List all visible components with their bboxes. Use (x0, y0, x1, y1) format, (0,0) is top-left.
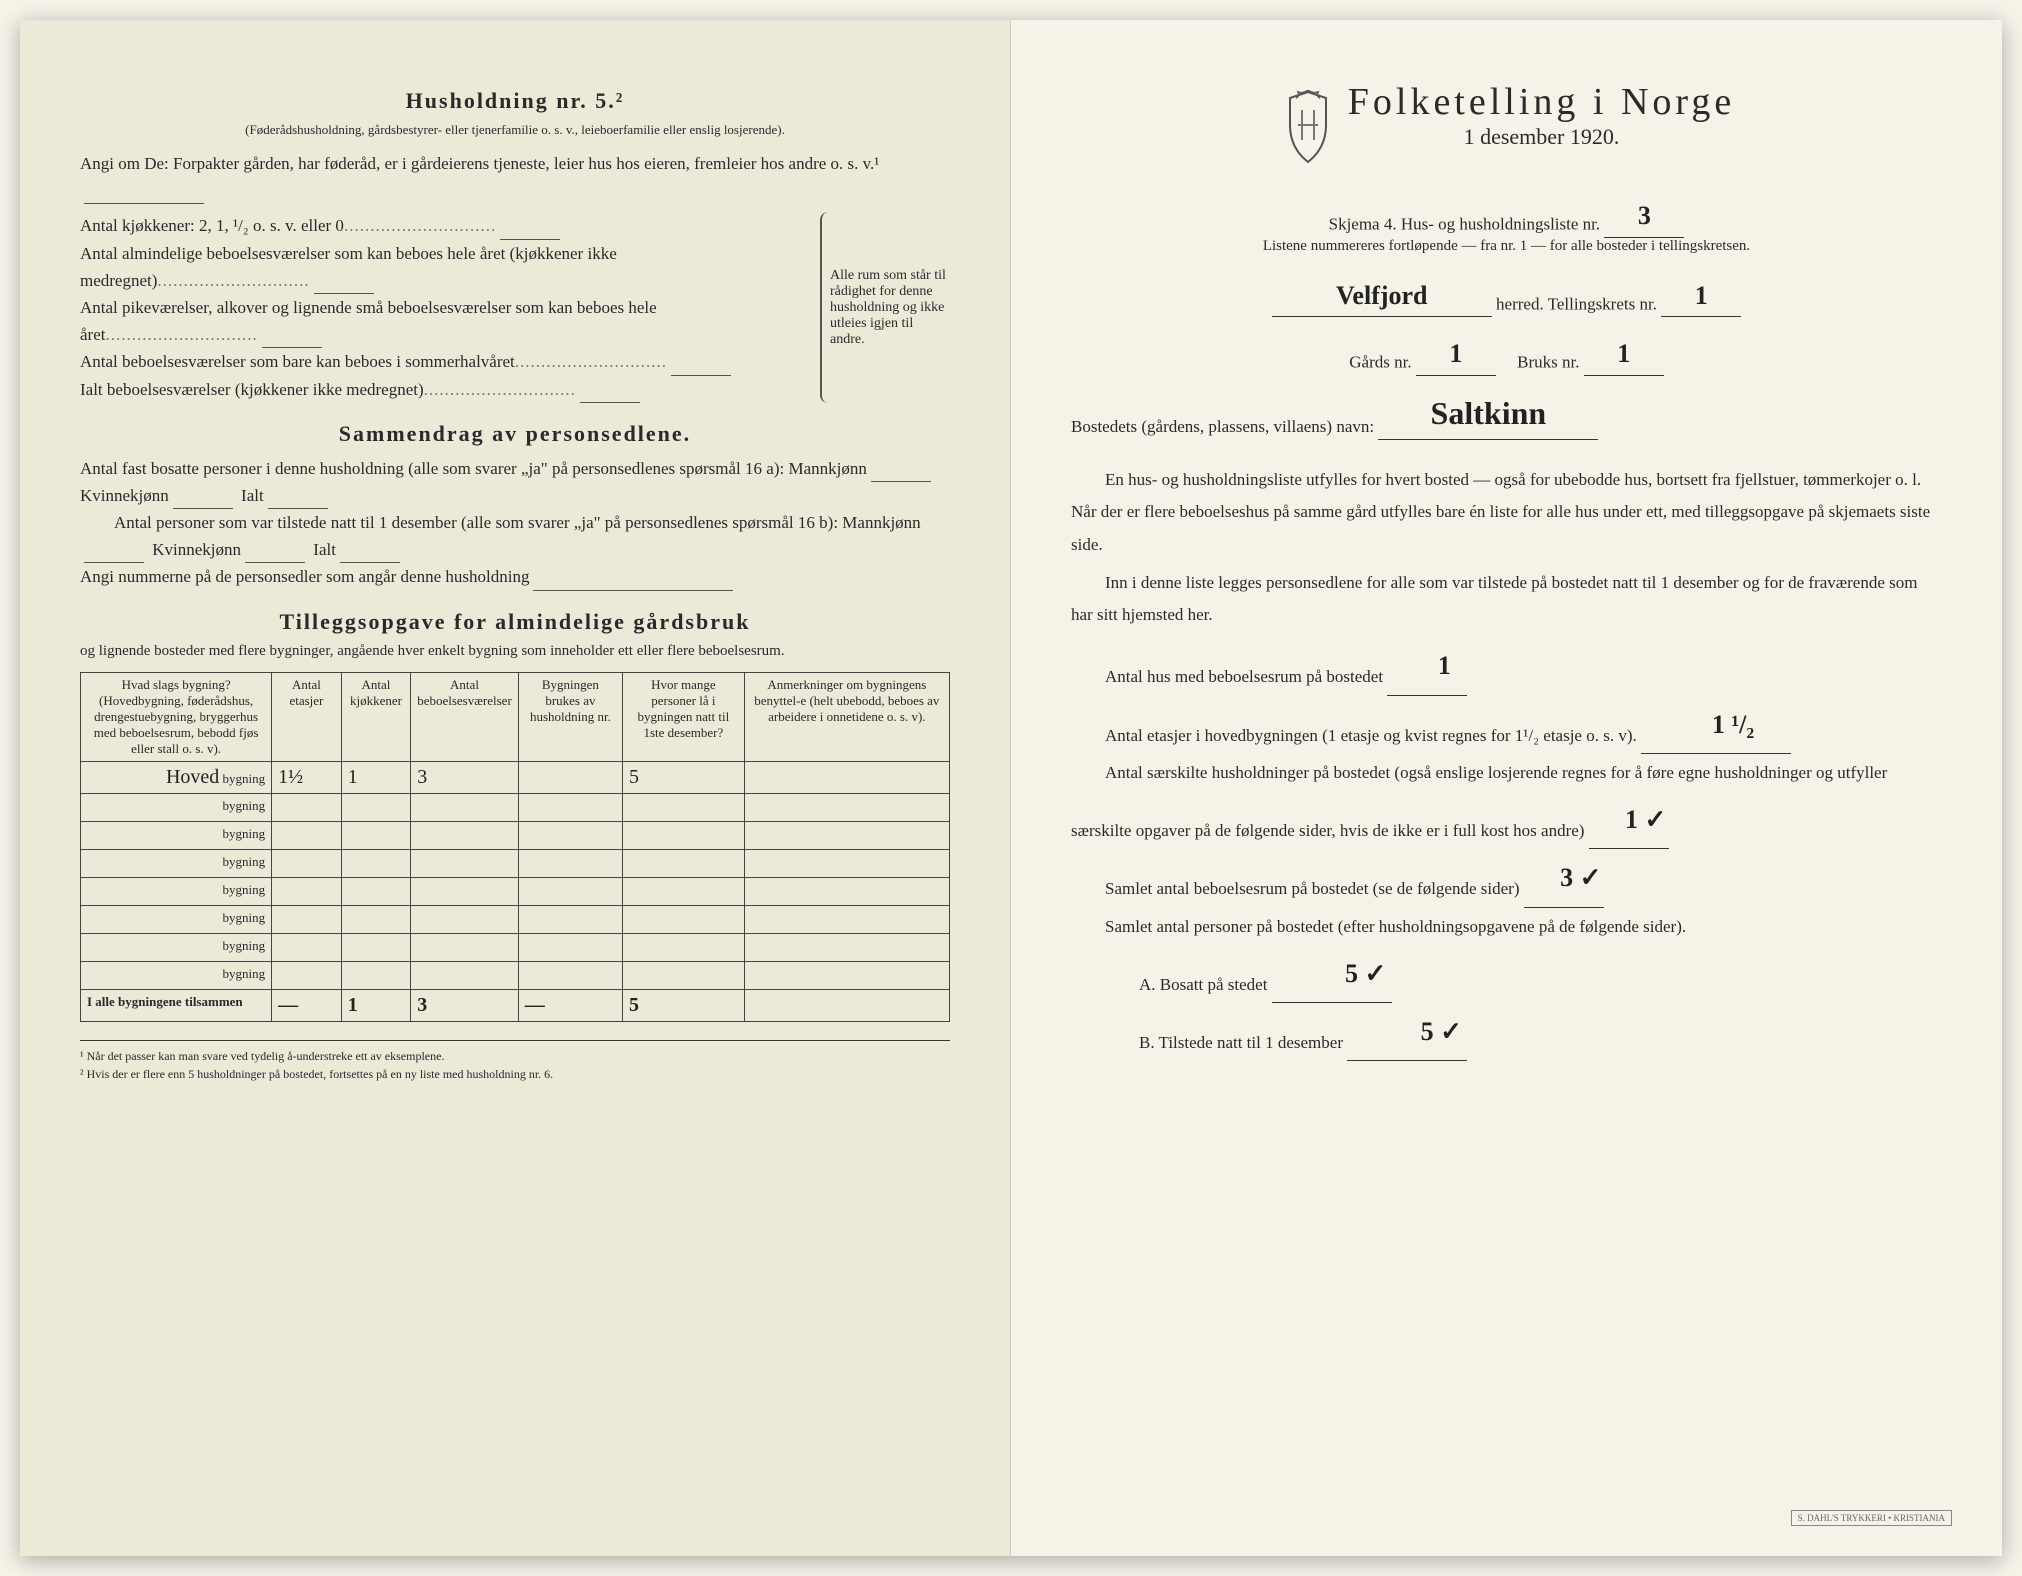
q1: Antal hus med beboelsesrum på bostedet 1 (1071, 637, 1942, 695)
main-title: Folketelling i Norge (1348, 80, 1736, 124)
th-beboelse: Antal beboelsesværelser (411, 672, 519, 761)
skjema-nr[interactable]: 3 (1604, 195, 1684, 238)
gards-line: Gårds nr. 1 Bruks nr. 1 (1071, 333, 1942, 376)
angi-content: Angi om De: Forpakter gården, har føderå… (80, 154, 879, 173)
qA-value[interactable]: 5 ✓ (1272, 945, 1392, 1003)
th-etasjer: Antal etasjer (272, 672, 342, 761)
table-row: bygning (81, 961, 950, 989)
total-beboelse: 3 (417, 994, 427, 1016)
th-hushold: Bygningen brukes av husholdning nr. (518, 672, 622, 761)
footnotes: ¹ Når det passer kan man svare ved tydel… (80, 1040, 950, 1083)
qA: A. Bosatt på stedet 5 ✓ (1071, 945, 1942, 1003)
total-hushold: — (525, 994, 545, 1016)
table-total-row: I alle bygningene tilsammen — 1 3 — 5 (81, 989, 950, 1021)
footnote-2: ² Hvis der er flere enn 5 husholdninger … (80, 1065, 950, 1083)
angi-nr-line: Angi nummerne på de personsedler som ang… (80, 563, 950, 590)
list-note: Listene nummereres fortløpende — fra nr.… (1071, 238, 1942, 255)
qB: B. Tilstede natt til 1 desember 5 ✓ (1071, 1003, 1942, 1061)
herred-value[interactable]: Velfjord (1272, 275, 1492, 318)
total-etasjer: — (278, 994, 298, 1016)
table-row: bygning (81, 821, 950, 849)
q5: Samlet antal personer på bostedet (efter… (1071, 908, 1942, 945)
table-row: bygning (81, 905, 950, 933)
sammendrag-2: Antal personer som var tilstede natt til… (80, 509, 950, 563)
imprint: S. DAHL'S TRYKKERI • KRISTIANIA (1791, 1510, 1952, 1526)
left-page: Husholdning nr. 5.² (Føderådshusholdning… (20, 20, 1011, 1556)
pike-line: Antal pikeværelser, alkover og lignende … (80, 294, 820, 348)
total-personer: 5 (629, 994, 639, 1016)
angi-text: Angi om De: Forpakter gården, har føderå… (80, 150, 950, 204)
qB-value[interactable]: 5 ✓ (1347, 1003, 1467, 1061)
kjokken-line: Antal kjøkkener: 2, 1, ¹/₂ o. s. v. elle… (80, 212, 820, 239)
intro-1: En hus- og husholdningsliste utfylles fo… (1071, 464, 1942, 561)
sammendrag-1: Antal fast bosatte personer i denne hush… (80, 455, 950, 509)
q2: Antal etasjer i hovedbygningen (1 etasje… (1071, 696, 1942, 754)
total-label: I alle bygningene tilsammen (81, 989, 272, 1021)
crest-icon (1278, 90, 1338, 165)
footnote-1: ¹ Når det passer kan man svare ved tydel… (80, 1047, 950, 1065)
th-personer: Hvor mange personer lå i bygningen natt … (623, 672, 745, 761)
th-kjokken: Antal kjøkkener (341, 672, 411, 761)
row1-name: Hoved (166, 766, 219, 788)
title-block: Folketelling i Norge 1 desember 1920. (1071, 80, 1942, 175)
q4-value[interactable]: 3 ✓ (1524, 849, 1604, 907)
sammendrag-title: Sammendrag av personsedlene. (80, 421, 950, 447)
tillegg-sub: og lignende bosteder med flere bygninger… (80, 643, 950, 660)
bygning-table: Hvad slags bygning? (Hovedbygning, føder… (80, 672, 950, 1022)
sommer-line: Antal beboelsesværelser som bare kan beb… (80, 348, 820, 375)
bosted-value[interactable]: Saltkinn (1378, 388, 1598, 440)
household-heading: Husholdning nr. 5.² (80, 88, 950, 114)
table-row: Hoved bygning 1½ 1 3 5 (81, 761, 950, 793)
q3-value[interactable]: 1 ✓ (1589, 791, 1669, 849)
household-sub: (Føderådshusholdning, gårdsbestyrer- ell… (80, 122, 950, 138)
intro-2: Inn i denne liste legges personsedlene f… (1071, 567, 1942, 632)
bruks-nr[interactable]: 1 (1584, 333, 1664, 376)
table-row: bygning (81, 793, 950, 821)
table-row: bygning (81, 849, 950, 877)
q2-value[interactable]: 1 ¹/₂ (1641, 696, 1791, 754)
row1-beboelse: 3 (417, 766, 427, 788)
row1-kjokken: 1 (348, 766, 358, 788)
table-row: bygning (81, 877, 950, 905)
ialt-line: Ialt beboelsesværelser (kjøkkener ikke m… (80, 376, 820, 403)
gards-nr[interactable]: 1 (1416, 333, 1496, 376)
th-anm: Anmerkninger om bygningens benyttel-e (h… (744, 672, 949, 761)
total-kjokken: 1 (348, 994, 358, 1016)
skjema-line: Skjema 4. Hus- og husholdningsliste nr. … (1071, 195, 1942, 238)
row1-etasjer: 1½ (278, 766, 303, 788)
herred-line: Velfjord herred. Tellingskrets nr. 1 (1071, 275, 1942, 318)
angi-fill[interactable] (84, 186, 204, 205)
q3: Antal særskilte husholdninger på bostede… (1071, 754, 1942, 850)
brace-note: Alle rum som står til rådighet for denne… (820, 212, 950, 402)
bosted-line: Bostedets (gårdens, plassens, villaens) … (1071, 388, 1942, 440)
q1-value[interactable]: 1 (1387, 637, 1467, 695)
subtitle: 1 desember 1920. (1348, 124, 1736, 150)
right-page: Folketelling i Norge 1 desember 1920. Sk… (1011, 20, 2002, 1556)
row1-personer: 5 (629, 766, 639, 788)
tillegg-title: Tilleggsopgave for almindelige gårdsbruk (80, 609, 950, 635)
total-anm (744, 989, 949, 1021)
krets-nr[interactable]: 1 (1661, 275, 1741, 318)
row1-anm (744, 761, 949, 793)
table-row: bygning (81, 933, 950, 961)
q4: Samlet antal beboelsesrum på bostedet (s… (1071, 849, 1942, 907)
th-bygning: Hvad slags bygning? (Hovedbygning, føder… (81, 672, 272, 761)
alm-line: Antal almindelige beboelsesværelser som … (80, 240, 820, 294)
rooms-block: Antal kjøkkener: 2, 1, ¹/₂ o. s. v. elle… (80, 212, 950, 402)
